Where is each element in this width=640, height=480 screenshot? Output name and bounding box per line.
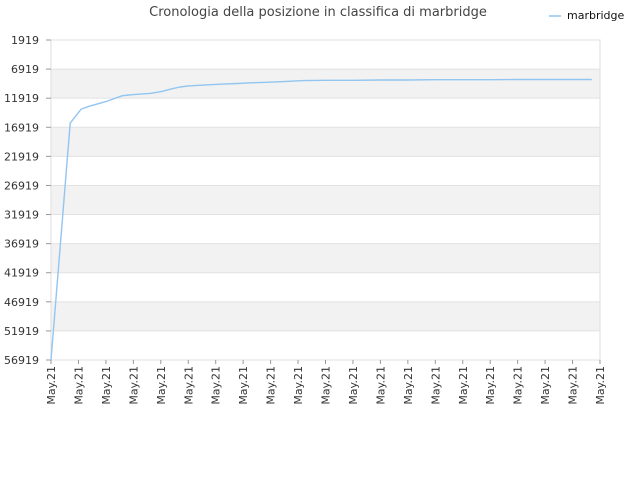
y-tick-label: 1919 [11, 34, 39, 47]
plot-band [51, 214, 600, 244]
y-tick-label: 11919 [4, 92, 39, 105]
y-tick-label: 56919 [4, 354, 39, 367]
x-tick-label: May.21 [429, 366, 442, 405]
plot-band [51, 156, 600, 186]
chart-title: Cronologia della posizione in classifica… [149, 5, 487, 20]
plot-band [51, 40, 600, 70]
x-tick-label: May.21 [292, 366, 305, 405]
y-tick-label: 31919 [4, 209, 39, 222]
plot-band [51, 301, 600, 331]
y-tick-label: 21919 [4, 150, 39, 163]
plot-band [51, 185, 600, 215]
y-tick-label: 16919 [4, 121, 39, 134]
y-tick-label: 6919 [11, 63, 39, 76]
x-tick-label: May.21 [155, 366, 168, 405]
x-tick-label: May.21 [457, 366, 470, 405]
x-tick-label: May.21 [182, 366, 195, 405]
y-axis: 1919 6919 11919 16919 21919 26919 31919 36919 41… [4, 34, 51, 367]
x-tick-label: May.21 [45, 366, 58, 405]
x-tick-label: May.21 [210, 366, 223, 405]
x-tick-label: May.21 [72, 366, 85, 405]
x-tick-label: May.21 [512, 366, 525, 405]
plot-band [51, 98, 600, 128]
x-tick-label: May.21 [100, 366, 113, 405]
x-tick-label: May.21 [484, 366, 497, 405]
plot-background [50, 39, 601, 361]
plot-band [51, 69, 600, 99]
legend-label-marbridge: marbridge [567, 9, 625, 22]
legend: marbridge [549, 9, 625, 22]
plot-band [51, 127, 600, 157]
x-tick-label: May.21 [347, 366, 360, 405]
x-tick-label: May.21 [374, 366, 387, 405]
x-axis: May.21 May.21 May.21 May.21 May.21 May.21 May.… [45, 360, 607, 405]
x-tick-label: May.21 [127, 366, 140, 405]
y-tick-label: 46919 [4, 296, 39, 309]
y-tick-label: 26919 [4, 179, 39, 192]
plot-band [51, 330, 600, 360]
x-tick-label: May.21 [265, 366, 278, 405]
plot-band [51, 272, 600, 302]
y-tick-label: 51919 [4, 325, 39, 338]
plot-band [51, 243, 600, 273]
x-tick-label: May.21 [539, 366, 552, 405]
x-tick-label: May.21 [320, 366, 333, 405]
x-tick-label: May.21 [567, 366, 580, 405]
y-tick-label: 36919 [4, 238, 39, 251]
y-tick-label: 41919 [4, 267, 39, 280]
x-tick-label: May.21 [237, 366, 250, 405]
series-line-marbridge [50, 78, 592, 361]
x-tick-label: May.21 [594, 366, 607, 405]
x-tick-label: May.21 [402, 366, 415, 405]
series-layer [50, 78, 592, 361]
